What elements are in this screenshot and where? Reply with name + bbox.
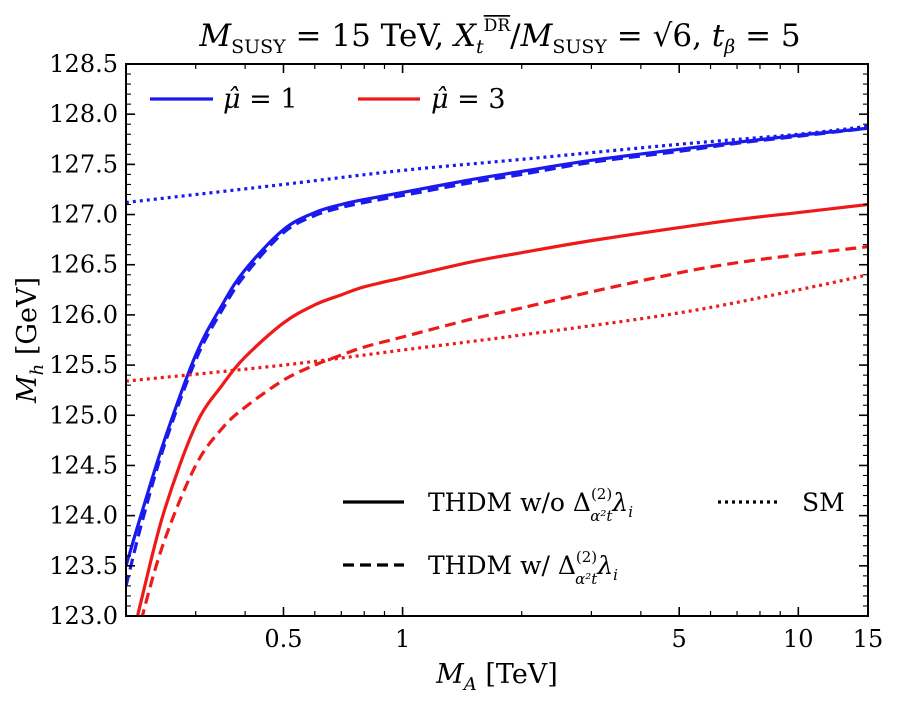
- y-tick-label: 126.0: [49, 301, 118, 329]
- y-tick-label: 126.5: [49, 251, 118, 279]
- x-tick-label: 5: [672, 625, 687, 653]
- x-axis-label: MA [TeV]: [435, 659, 558, 695]
- x-tick-label: 10: [783, 625, 814, 653]
- y-tick-label: 124.5: [49, 451, 118, 479]
- series-mu3-dashed: [140, 245, 868, 616]
- y-tick-label: 123.5: [49, 552, 118, 580]
- legend-label-thdm-with: THDM w/ Δ(2) α²tλi: [428, 548, 618, 588]
- series-mu3-dotted: [126, 273, 868, 383]
- y-tick-label: 125.0: [49, 401, 118, 429]
- series-layer: [126, 124, 868, 616]
- chart-title: MSUSY = 15 TeV, XtDR/MSUSY = √6, tβ = 5: [198, 16, 800, 58]
- ticks-layer: [126, 63, 869, 617]
- tick-labels: 0.5 1 5 10 15123.0123.5124.0124.5125.0125.51…: [49, 50, 883, 653]
- y-tick-label: 127.5: [49, 150, 118, 178]
- y-axis-label: Mh [GeV]: [12, 277, 48, 404]
- legend-label-thdm-without: THDM w/o Δ(2) α²tλi: [428, 485, 633, 525]
- y-tick-label: 128.5: [49, 50, 118, 78]
- series-mu1-dashed: [126, 126, 868, 587]
- legend-label-mu-3: μ̂ = 3: [431, 84, 506, 115]
- y-tick-label: 127.0: [49, 201, 118, 229]
- x-tick-label: 1: [395, 625, 410, 653]
- y-tick-label: 125.5: [49, 351, 118, 379]
- legend-label-sm: SM: [802, 488, 845, 517]
- series-mu1-solid: [126, 126, 868, 567]
- y-tick-label: 123.0: [49, 602, 118, 630]
- legend-mu: μ̂ = 1 μ̂ = 3: [150, 84, 506, 115]
- series-mu3-solid: [135, 202, 868, 616]
- series-mu1-dotted: [126, 124, 868, 205]
- x-tick-label: 15: [853, 625, 884, 653]
- plot-frame: [125, 63, 869, 617]
- y-tick-label: 124.0: [49, 502, 118, 530]
- y-tick-label: 128.0: [49, 100, 118, 128]
- x-tick-label: 0.5: [264, 625, 302, 653]
- legend-line-styles: THDM w/o Δ(2) α²tλi THDM w/ Δ(2) α²tλi SM: [343, 485, 845, 588]
- legend-label-mu-1: μ̂ = 1: [223, 84, 298, 115]
